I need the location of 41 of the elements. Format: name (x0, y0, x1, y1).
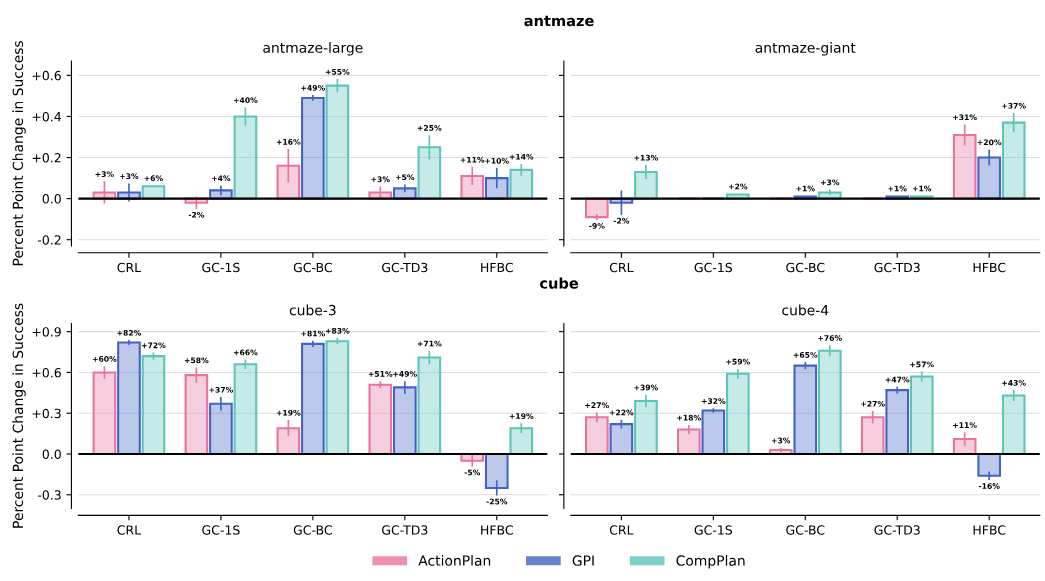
x-tick-label: GC-TD3 (382, 262, 428, 273)
x-tick-label: HFBC (481, 262, 513, 273)
y-axis-title: Percent Point Change in Success (12, 41, 26, 266)
chart-title: cube-4 (782, 304, 829, 316)
chart-title: cube-3 (289, 304, 336, 316)
y-tick-label: +0.4 (32, 111, 62, 122)
x-tick-label: GC-1S (202, 525, 240, 535)
text: cube (540, 277, 579, 289)
y-tick-label: +0.2 (32, 153, 61, 163)
x-tick-label: GC-TD3 (874, 262, 920, 273)
legend-label: GPI (572, 555, 594, 566)
y-tick-label: +0.6 (32, 367, 61, 378)
x-tick-label: GC-BC (786, 262, 825, 273)
x-tick-label: GC-BC (293, 525, 332, 535)
y-tick-label: 0.0 (42, 449, 61, 459)
x-tick-label: HFBC (481, 525, 513, 535)
chart-title: antmaze-giant (755, 42, 856, 56)
x-tick-label: GC-BC (293, 262, 332, 273)
x-tick-label: GC-1S (202, 262, 240, 273)
chart-title: antmaze-large (263, 42, 363, 56)
y-tick-label: 0.0 (42, 194, 61, 204)
text: antmaze (524, 15, 594, 27)
x-tick-label: CRL (117, 525, 142, 535)
y-axis-title: Percent Point Change in Success (12, 303, 26, 528)
x-tick-label: GC-1S (694, 525, 733, 535)
x-tick-label: GC-TD3 (874, 525, 920, 535)
x-tick-label: CRL (117, 262, 142, 273)
y-tick-label: +0.3 (32, 408, 61, 419)
y-tick-label: +0.6 (32, 70, 61, 81)
legend-label: CompPlan (676, 555, 745, 569)
x-tick-label: HFBC (973, 525, 1006, 535)
x-tick-label: HFBC (973, 262, 1006, 273)
y-tick-label: -0.2 (37, 235, 61, 245)
x-tick-label: CRL (609, 262, 634, 273)
y-tick-label: +0.9 (32, 327, 61, 337)
y-tick-label: -0.3 (37, 490, 61, 500)
x-tick-label: GC-BC (786, 525, 825, 535)
x-tick-label: CRL (609, 525, 634, 535)
legend-label: ActionPlan (418, 555, 491, 566)
x-tick-label: GC-1S (694, 262, 733, 273)
x-tick-label: GC-TD3 (382, 525, 428, 535)
